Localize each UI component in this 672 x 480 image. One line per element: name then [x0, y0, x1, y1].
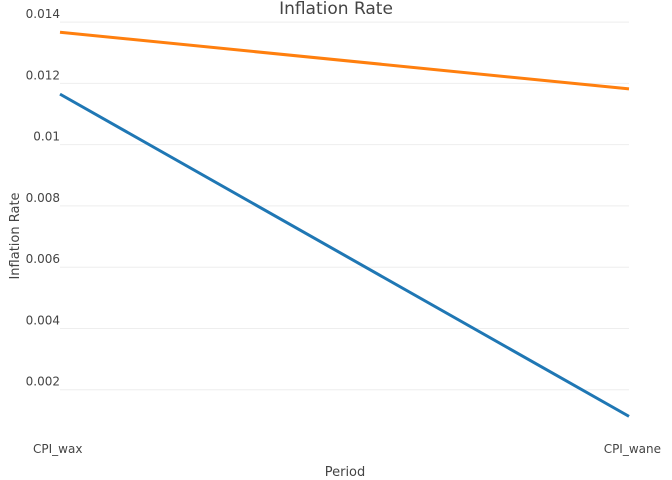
y-tick-label: 0.004 — [26, 313, 60, 327]
x-axis-tick-labels: CPI_wax CPI_wane — [33, 442, 661, 456]
x-tick-label: CPI_wane — [604, 442, 661, 456]
y-tick-label: 0.002 — [26, 375, 60, 389]
x-axis-title: Period — [325, 465, 366, 480]
x-tick-label: CPI_wax — [33, 442, 82, 456]
y-tick-label: 0.008 — [26, 191, 60, 205]
y-tick-label: 0.006 — [26, 252, 60, 266]
y-tick-label: 0.01 — [33, 130, 60, 144]
y-axis-title: Inflation Rate — [8, 192, 23, 279]
y-tick-label: 0.014 — [26, 7, 60, 21]
series-line-2 — [59, 30, 630, 91]
y-tick-label: 0.012 — [26, 68, 60, 82]
gridlines — [60, 21, 629, 391]
series-line-1 — [59, 92, 630, 418]
chart-title: Inflation Rate — [279, 0, 393, 19]
series-lines — [59, 30, 630, 418]
y-axis-tick-labels: 0.002 0.004 0.006 0.008 0.01 0.012 0.014 — [26, 7, 60, 389]
